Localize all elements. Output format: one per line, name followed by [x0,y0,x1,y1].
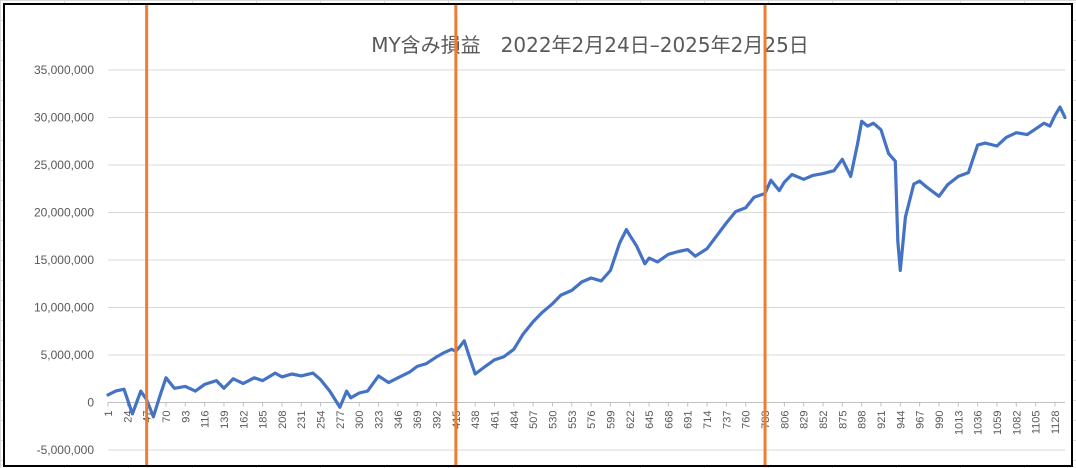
data-series [106,105,1067,419]
line-chart: MY含み損益 2022年2月24日–2025年2月25日 -5,000,000 0… [34,5,1067,465]
y-tick-label: 15,000,000 [34,253,94,267]
x-tick-label: 944 [895,411,907,429]
x-tick-label: 323 [374,411,386,429]
x-tick-label: 875 [837,411,849,429]
x-tick-label: 714 [702,411,714,429]
x-tick-label: 1036 [973,411,985,435]
x-tick-label: 691 [683,411,695,429]
y-tick-label: 30,000,000 [34,111,94,125]
x-tick-label: 737 [721,411,733,429]
y-tick-label: 5,000,000 [41,348,95,362]
x-tick-label: 277 [335,411,347,429]
x-tick-label: 921 [876,411,888,429]
x-tick-label: 576 [586,411,598,429]
x-tick-label: 1082 [1011,411,1023,435]
x-tick-label: 599 [605,411,617,429]
y-tick-label: 35,000,000 [34,63,94,77]
x-tick-label: 668 [663,411,675,429]
y-tick-label: 0 [87,396,94,410]
x-tick-label: 553 [567,411,579,429]
x-tick-label: 116 [200,411,212,429]
x-tick-label: 162 [238,411,250,429]
x-tick-label: 507 [528,411,540,429]
x-tick-label: 1128 [1050,411,1062,435]
x-tick-label: 829 [799,411,811,429]
x-tick-label: 990 [934,411,946,429]
vertical-marker-lines [145,5,767,465]
x-tick-label: 185 [258,411,270,429]
x-tick-label: 1105 [1031,411,1043,435]
x-tick-label: 346 [393,411,405,429]
x-tick-label: 484 [509,411,521,429]
x-tick-label: 70 [161,411,173,423]
x-tick-label: 530 [547,411,559,429]
x-tick-label: 967 [915,411,927,429]
chart-title: MY含み損益 2022年2月24日–2025年2月25日 [371,33,809,57]
x-tick-label: 461 [489,411,501,429]
x-tick-label: 1 [103,411,115,417]
y-tick-label: 10,000,000 [34,301,94,315]
x-tick-label: 208 [277,411,289,429]
x-tick-label: 231 [296,411,308,429]
x-tick-label: 300 [354,411,366,429]
chart-frame[interactable]: MY含み損益 2022年2月24日–2025年2月25日 -5,000,000 0… [3,3,1073,467]
x-tick-label: 254 [316,411,328,429]
y-tick-label: 20,000,000 [34,206,94,220]
x-tick-label: 139 [219,411,231,429]
x-tick-label: 622 [625,411,637,429]
gridlines [108,69,1065,451]
x-tick-label: 1059 [992,411,1004,435]
series-line [106,105,1067,419]
x-tick-label: 806 [779,411,791,429]
y-axis-tick-labels: -5,000,000 0 5,000,000 10,000,000 15,000,000… [34,63,94,457]
x-tick-label: 1013 [953,411,965,435]
y-tick-label: 25,000,000 [34,158,94,172]
x-tick-label: 438 [470,411,482,429]
x-tick-label: 645 [644,411,656,429]
x-axis: 1244770931161391621852082312542773003233… [103,402,1065,435]
x-tick-label: 369 [412,411,424,429]
x-tick-label: 93 [180,411,192,423]
x-tick-label: 392 [432,411,444,429]
x-tick-label: 760 [741,411,753,429]
x-tick-label: 852 [818,411,830,429]
x-tick-label: 898 [857,411,869,429]
y-tick-label: -5,000,000 [37,443,95,457]
